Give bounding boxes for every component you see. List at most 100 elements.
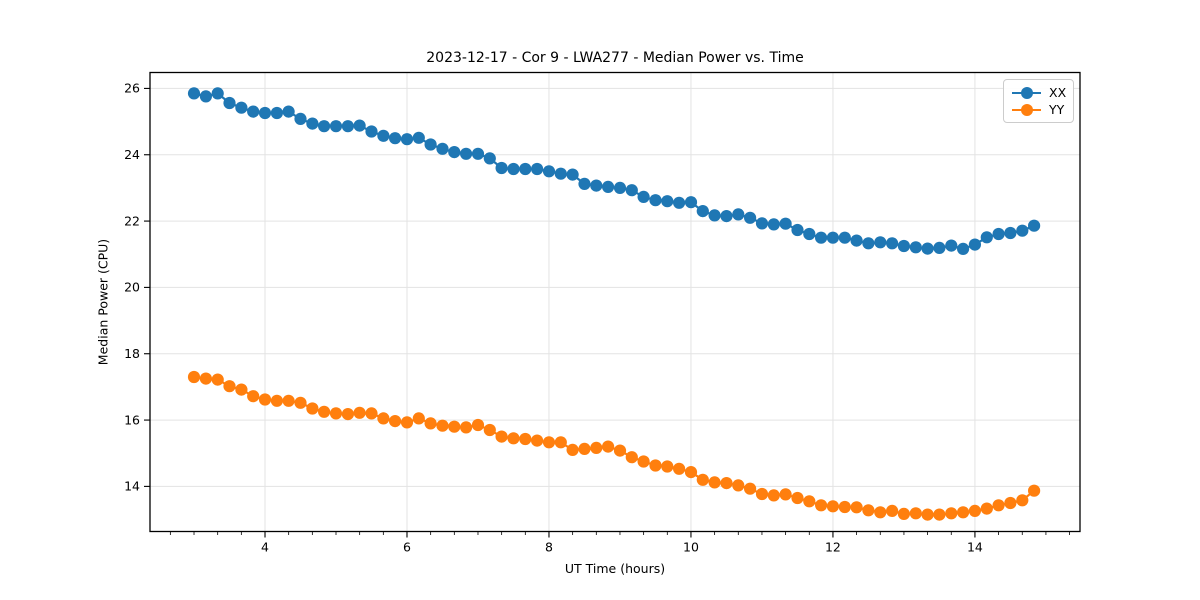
data-point-xx: [377, 129, 390, 142]
data-point-yy: [235, 383, 248, 396]
data-point-xx: [945, 239, 958, 252]
data-point-yy: [448, 420, 461, 433]
data-point-xx: [992, 227, 1005, 241]
data-point-yy: [755, 487, 769, 501]
data-point-yy: [933, 508, 946, 521]
data-point-xx: [531, 162, 544, 176]
data-point-yy: [306, 402, 319, 415]
data-point-xx: [448, 146, 461, 159]
data-point-yy: [294, 396, 307, 409]
y-tick-label-14: 14: [124, 479, 140, 494]
data-point-xx: [874, 236, 887, 249]
legend-entry-xx: XX: [1012, 84, 1066, 101]
data-point-xx: [684, 196, 698, 209]
data-point-yy: [400, 416, 414, 429]
data-point-yy: [968, 504, 982, 517]
data-point-yy: [270, 394, 283, 407]
x-tick-label-4: 4: [261, 540, 269, 555]
x-tick-label-8: 8: [545, 540, 553, 555]
x-tick-label-10: 10: [683, 540, 699, 555]
data-point-yy: [247, 390, 260, 403]
data-point-yy: [684, 466, 698, 479]
data-point-xx: [886, 237, 899, 250]
series-line-xx: [193, 92, 1035, 250]
data-point-yy: [223, 380, 236, 393]
data-point-xx: [187, 87, 201, 100]
data-point-yy: [318, 405, 331, 418]
data-point-xx: [389, 132, 402, 145]
data-point-yy: [720, 477, 733, 490]
data-point-xx: [483, 152, 496, 165]
y-tick-label-22: 22: [124, 213, 140, 228]
data-point-yy: [673, 462, 686, 475]
data-point-yy: [779, 488, 792, 501]
data-point-xx: [294, 112, 307, 125]
data-point-xx: [767, 218, 780, 231]
data-point-xx: [258, 106, 272, 120]
data-point-yy: [1004, 496, 1017, 510]
data-point-yy: [791, 491, 804, 505]
data-point-yy: [566, 443, 579, 456]
data-point-yy: [554, 436, 567, 449]
data-point-xx: [554, 167, 567, 180]
data-point-yy: [365, 407, 378, 420]
data-point-yy: [744, 482, 757, 495]
data-point-yy: [199, 372, 212, 385]
data-point-xx: [968, 238, 982, 251]
data-point-yy: [211, 373, 224, 386]
data-point-xx: [933, 241, 946, 254]
data-point-yy: [732, 479, 745, 492]
data-point-yy: [412, 412, 425, 425]
data-point-yy: [980, 502, 993, 515]
data-point-xx: [412, 131, 425, 144]
data-point-yy: [708, 476, 721, 489]
data-point-xx: [637, 190, 650, 203]
data-point-yy: [1016, 494, 1029, 507]
data-point-xx: [211, 87, 224, 100]
legend-marker-yy-icon: [1012, 103, 1041, 116]
data-point-yy: [649, 459, 662, 472]
data-point-yy: [531, 434, 544, 447]
data-point-xx: [542, 165, 556, 178]
data-point-xx: [602, 180, 615, 193]
data-point-yy: [909, 507, 922, 520]
data-point-yy: [389, 415, 402, 428]
data-point-xx: [909, 241, 922, 254]
data-point-xx: [270, 106, 283, 120]
data-point-yy: [815, 499, 828, 512]
data-point-yy: [625, 451, 638, 464]
data-point-yy: [874, 506, 887, 519]
data-point-xx: [791, 223, 804, 237]
y-tick-label-18: 18: [124, 346, 140, 361]
data-point-xx: [247, 105, 260, 118]
data-point-xx: [815, 231, 828, 244]
data-point-xx: [779, 217, 792, 230]
data-point-yy: [613, 444, 627, 457]
data-point-xx: [1028, 219, 1041, 232]
data-point-xx: [980, 231, 993, 244]
y-tick-label-16: 16: [124, 412, 140, 427]
chart-title: 2023-12-17 - Cor 9 - LWA277 - Median Pow…: [426, 50, 804, 66]
data-point-yy: [187, 370, 201, 384]
data-point-yy: [886, 504, 899, 517]
data-point-xx: [661, 195, 674, 208]
data-point-yy: [495, 430, 508, 443]
data-point-xx: [318, 120, 331, 133]
legend-entry-yy: YY: [1012, 101, 1065, 118]
data-point-yy: [862, 504, 875, 517]
data-point-yy: [329, 407, 343, 420]
data-point-yy: [1028, 484, 1041, 497]
data-point-yy: [921, 508, 934, 521]
data-point-yy: [377, 412, 390, 425]
y-tick-label-20: 20: [124, 280, 140, 295]
plot-border: [149, 71, 1081, 533]
data-point-xx: [649, 194, 662, 207]
data-point-yy: [661, 460, 674, 473]
y-tick-label-26: 26: [124, 81, 140, 96]
data-point-xx: [199, 90, 212, 103]
data-point-xx: [353, 119, 366, 132]
data-point-xx: [838, 231, 851, 244]
data-point-yy: [590, 441, 603, 454]
